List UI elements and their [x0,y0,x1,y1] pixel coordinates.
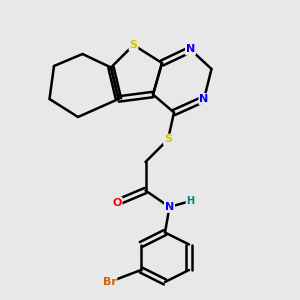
Text: N: N [165,202,174,212]
Text: H: H [186,196,195,206]
Text: N: N [186,44,195,55]
Text: S: S [130,40,137,50]
Text: S: S [164,134,172,145]
Text: N: N [200,94,208,104]
Text: Br: Br [103,277,116,287]
Text: O: O [112,197,122,208]
